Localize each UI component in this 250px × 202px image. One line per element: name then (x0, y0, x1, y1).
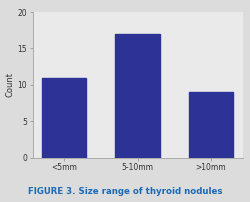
Y-axis label: Count: Count (6, 72, 15, 97)
Bar (189, 92, 233, 158)
Bar (42, 78, 86, 158)
Text: FIGURE 3. Size range of thyroid nodules: FIGURE 3. Size range of thyroid nodules (28, 187, 222, 196)
Bar (116, 34, 160, 158)
